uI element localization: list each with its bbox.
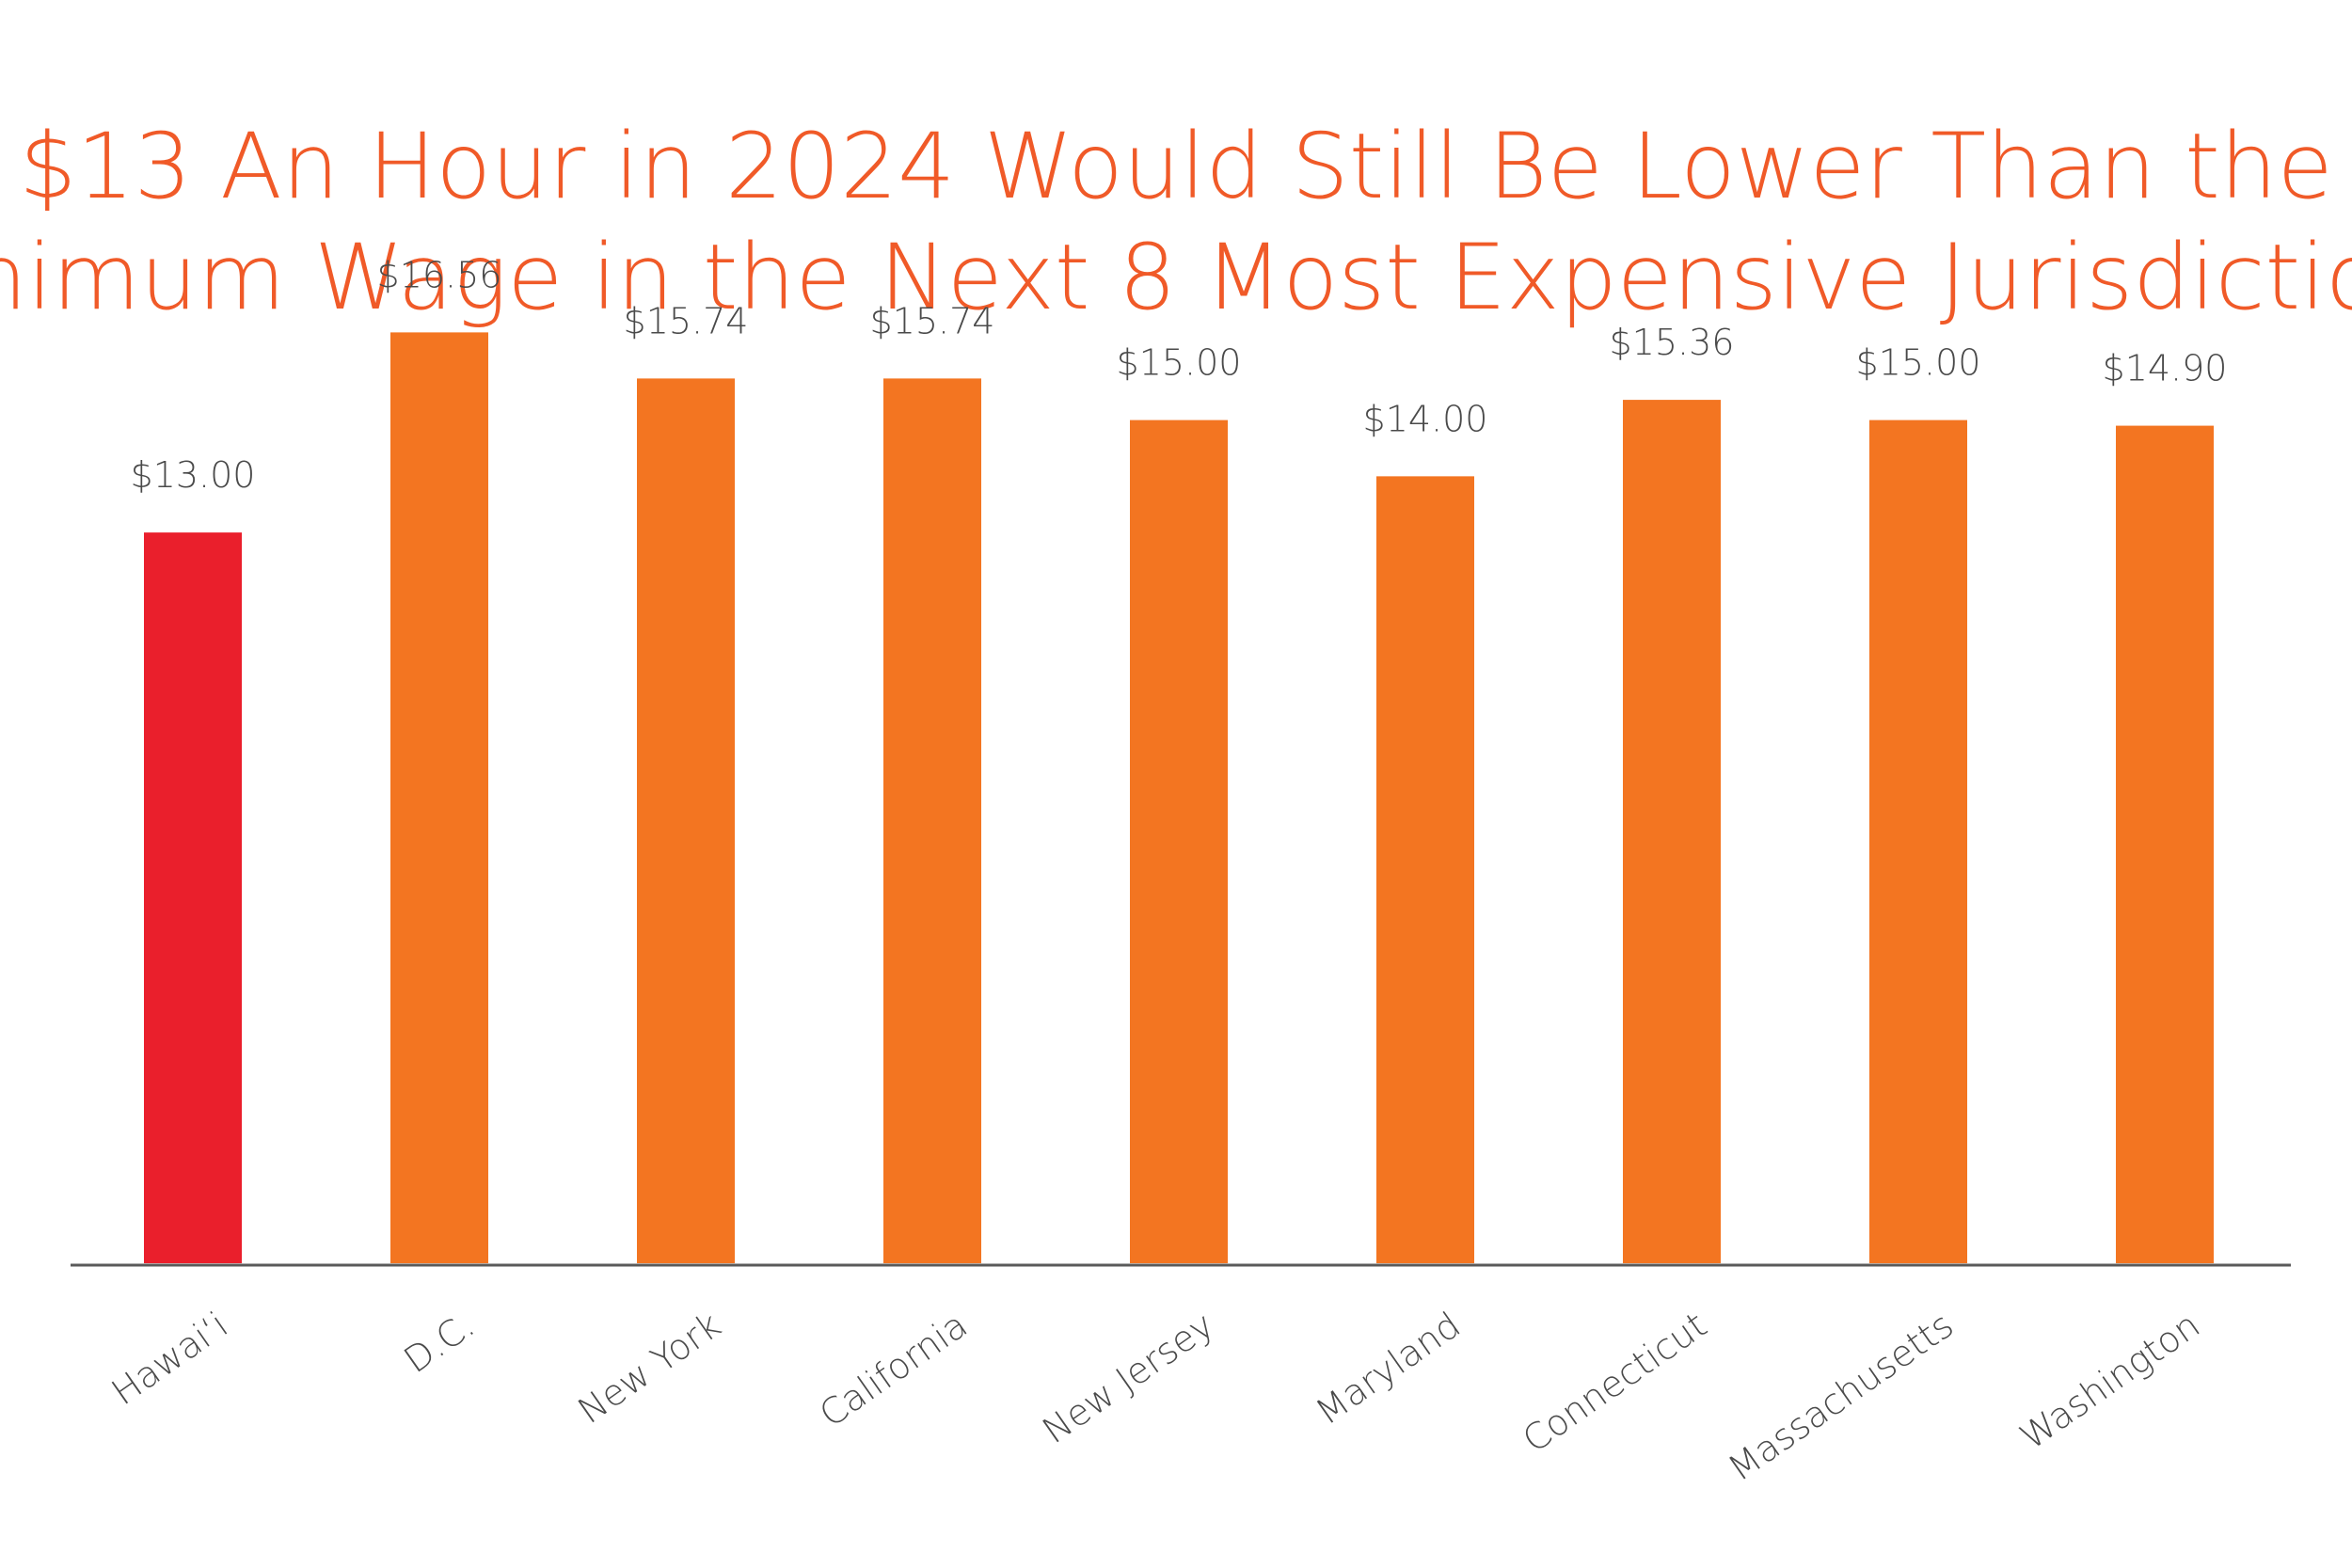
bar-1 xyxy=(390,332,488,1264)
category-label-0: Hawaiʻi xyxy=(104,1304,235,1413)
value-labels-group: $13.00 $16.56 $15.74 $15.74 $15.00 $14.00 $15.… xyxy=(131,254,2228,496)
category-label-6: Connecticut xyxy=(1516,1304,1715,1461)
value-label-3: $15.74 xyxy=(870,300,995,341)
chart-title: $13 An Hour in 2024 Would Still Be Lower… xyxy=(0,114,2352,330)
value-label-2: $15.74 xyxy=(624,300,749,341)
bars-group xyxy=(144,332,2214,1264)
bar-4 xyxy=(1130,420,1228,1263)
category-label-5: Maryland xyxy=(1309,1304,1469,1433)
category-label-2: New York xyxy=(570,1304,728,1432)
value-label-7: $15.00 xyxy=(1856,342,1981,384)
bar-2 xyxy=(637,378,735,1263)
chart-title-line-2: Minimum Wage in the Next 8 Most Expensiv… xyxy=(0,225,2352,330)
value-label-8: $14.90 xyxy=(2103,348,2228,389)
bar-0 xyxy=(144,532,242,1263)
value-label-5: $14.00 xyxy=(1363,398,1488,439)
value-label-6: $15.36 xyxy=(1610,322,1735,363)
category-label-8: Washington xyxy=(2012,1304,2207,1457)
value-label-1: $16.56 xyxy=(377,254,502,295)
category-labels-group: Hawaiʻi D.C. New York California New Jersey M… xyxy=(104,1304,2207,1489)
value-label-0: $13.00 xyxy=(131,454,256,496)
category-label-7: Massachusetts xyxy=(1721,1304,1961,1489)
category-label-4: New Jersey xyxy=(1035,1304,1221,1451)
bar-5 xyxy=(1376,476,1474,1264)
bar-3 xyxy=(883,378,981,1263)
bar-6 xyxy=(1623,400,1721,1264)
category-label-3: California xyxy=(812,1304,975,1435)
bar-7 xyxy=(1869,420,1967,1263)
value-label-4: $15.00 xyxy=(1117,342,1242,384)
bar-8 xyxy=(2116,425,2214,1263)
chart-title-line-1: $13 An Hour in 2024 Would Still Be Lower… xyxy=(19,114,2332,219)
category-label-1: D.C. xyxy=(396,1304,482,1381)
